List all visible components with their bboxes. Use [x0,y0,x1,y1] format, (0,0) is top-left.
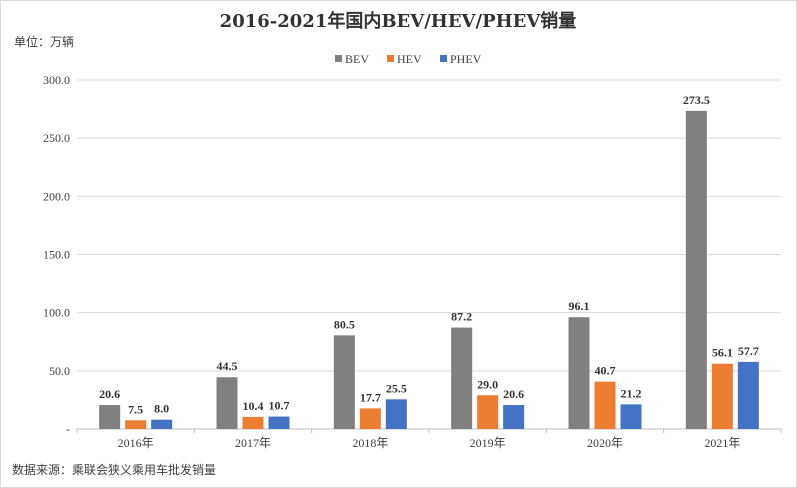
data-label: 273.5 [683,93,710,107]
bar-bev [568,317,590,429]
gridlines [77,79,781,430]
y-tick-label: 150.0 [43,248,70,262]
bar-phev [503,405,525,429]
x-tick-label: 2021年 [704,436,740,450]
data-label: 17.7 [360,390,381,404]
data-label: 25.5 [386,381,407,395]
legend-swatch-hev [387,55,394,62]
y-tick-label: 50.0 [49,364,70,378]
bar-bev [216,377,238,429]
data-label: 20.6 [503,387,524,401]
x-tick-label: 2019年 [470,436,506,450]
bars [99,110,759,429]
bar-bev [333,335,355,429]
bar-phev [620,404,642,429]
data-label: 80.5 [334,317,355,331]
legend-swatch-phev [440,55,447,62]
bar-bev [451,327,473,429]
data-label: 8.0 [154,402,169,416]
bar-hev [359,408,381,429]
y-tick-label: 250.0 [43,131,70,145]
data-label: 10.7 [269,399,290,413]
chart-title: 2016-2021年国内BEV/HEV/PHEV销量 [220,10,577,32]
data-label: 21.2 [621,386,642,400]
bar-hev [125,420,147,429]
bar-hev [594,381,616,429]
bar-phev [151,419,173,429]
source-note: 数据来源：乘联会狭义乘用车批发销量 [12,462,216,477]
x-tick-label: 2020年 [587,436,623,450]
x-tick-label: 2017年 [235,436,271,450]
data-label: 40.7 [595,364,616,378]
bar-hev [711,363,733,429]
data-label: 87.2 [451,310,472,324]
y-tick-label: 300.0 [43,73,70,87]
x-tick-label: 2018年 [352,436,388,450]
legend-swatch-bev [335,55,342,62]
data-label: 44.5 [217,359,238,373]
bar-hev [477,395,499,429]
legend-label: PHEV [450,52,482,66]
bar-hev [242,416,264,429]
data-label: 7.5 [128,402,143,416]
data-label: 57.7 [738,344,759,358]
bar-bev [685,110,707,429]
bar-phev [737,361,759,429]
data-label: 56.1 [712,346,733,360]
x-axis-ticks: 2016年 2017年 2018年 2019年 2020年 2021年 [76,429,782,450]
data-label: 96.1 [569,299,590,313]
bar-phev [268,416,290,429]
legend-label: BEV [345,52,369,66]
y-axis-ticks: - 50.0 100.0 150.0 200.0 250.0 300.0 [43,73,70,436]
x-tick-label: 2016年 [118,436,154,450]
data-label: 20.6 [99,387,120,401]
unit-label: 单位：万辆 [14,34,74,49]
data-label: 10.4 [243,399,264,413]
data-label: 29.0 [477,377,498,391]
legend: BEV HEV PHEV [335,52,482,66]
y-tick-label: - [66,422,70,436]
bar-bev [99,405,121,429]
data-labels: 20.6 7.5 8.0 44.5 10.4 10.7 80.5 17.7 25.5 87.2 29… [99,93,759,416]
y-tick-label: 200.0 [43,189,70,203]
bar-phev [385,399,407,429]
legend-label: HEV [397,52,422,66]
y-tick-label: 100.0 [43,306,70,320]
